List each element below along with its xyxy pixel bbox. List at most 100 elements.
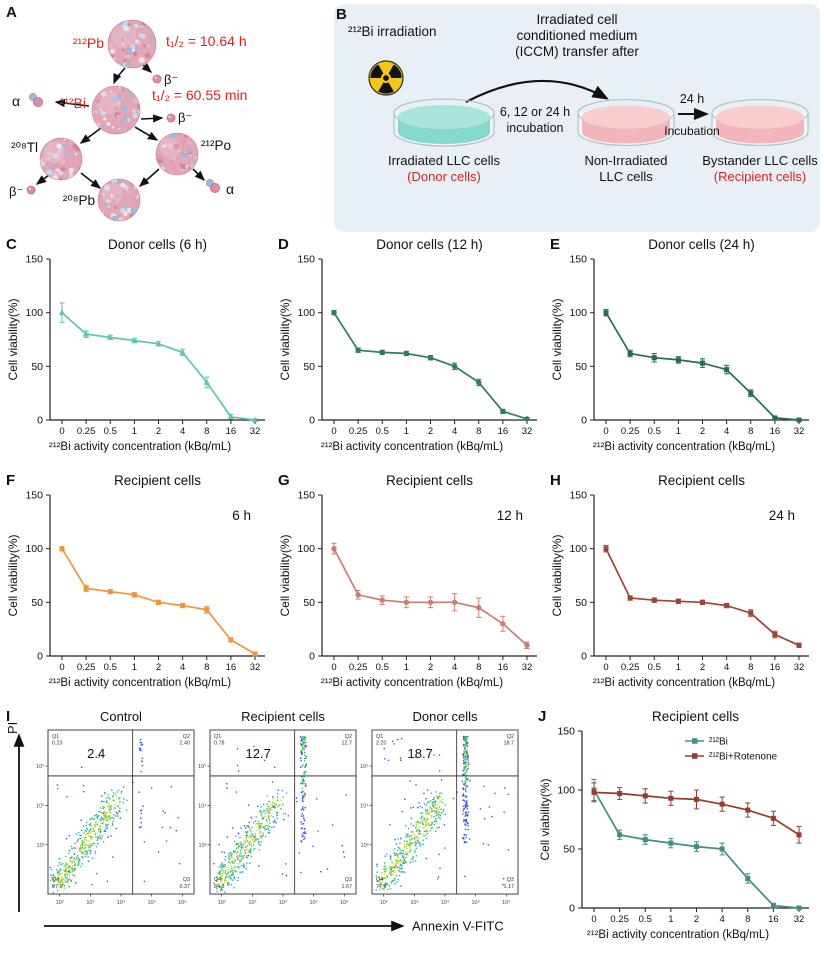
- q2-label: Q2: [183, 734, 190, 740]
- q1-value: 0.78: [214, 741, 225, 747]
- line-chart-E: Donor cells (24 h) 0 50 100 150 0 0.25 0.5 1 2 4 8 1…: [550, 237, 809, 453]
- flow-x-tick: 10²: [56, 900, 64, 906]
- y-tick: 50: [31, 597, 43, 609]
- line-chart-G: Recipient cells 0 50 100 150 0 0.25 0.5 1 2 4 8 16 32…: [278, 473, 537, 689]
- x-axis-label: ²¹²Bi activity concentration (kBq/mL): [49, 677, 231, 689]
- panel-h-label: H: [550, 472, 561, 489]
- x-tick: 4: [724, 662, 729, 673]
- y-tick: 100: [569, 543, 587, 555]
- flow-y-tick: 10⁴: [36, 802, 45, 809]
- y-tick: 50: [563, 844, 575, 856]
- dish3-subcaption: (Recipient cells): [714, 169, 806, 184]
- q2-label: Q2: [345, 734, 352, 740]
- q1-value: 2.20: [376, 741, 387, 747]
- q4-label: Q4: [52, 877, 59, 883]
- flow-y-tick: 10⁵: [36, 763, 44, 770]
- y-tick: 0: [309, 415, 315, 427]
- apoptosis-percent: 12.7: [246, 746, 271, 761]
- x-tick: 0: [59, 426, 64, 437]
- flow-x-tick: 10³: [410, 900, 418, 906]
- x-tick: 2: [428, 662, 433, 673]
- flow-y-tick: 10⁵: [198, 763, 206, 770]
- y-axis-label: Cell viability(%): [278, 534, 292, 616]
- alpha-label-1: α: [12, 93, 20, 109]
- panel-c-label: C: [6, 236, 17, 253]
- x-tick: 4: [180, 426, 185, 437]
- x-tick: 0.25: [349, 662, 368, 673]
- time-annotation: 12 h: [497, 508, 523, 523]
- x-tick: 32: [794, 662, 805, 673]
- flow-x-tick: 10⁶: [502, 899, 510, 906]
- x-tick: 0.5: [639, 914, 652, 925]
- line-chart-C: Donor cells (6 h) 0 50 100 150 0 0.25 0.5 1 2 4 8 16…: [6, 237, 265, 453]
- y-tick: 0: [37, 415, 43, 427]
- flow-y-tick: 10³: [37, 843, 45, 849]
- x-axis-label: ²¹²Bi activity concentration (kBq/mL): [49, 441, 231, 453]
- y-tick: 0: [37, 651, 43, 663]
- x-tick: 2: [700, 662, 705, 673]
- y-tick: 50: [575, 597, 587, 609]
- bi212-half-life: t₁/₂ = 60.55 min: [152, 87, 247, 103]
- panel-e-chart: E Donor cells (24 h) 0 50 100 150 0 0.25 0.5 1 2 4…: [548, 234, 820, 470]
- x-tick: 16: [226, 662, 237, 673]
- chart-title: Donor cells (6 h): [108, 237, 207, 252]
- q1-value: 0.23: [52, 741, 63, 747]
- flow-x-tick: 10⁵: [147, 899, 155, 906]
- flow-y-tick: 10⁴: [360, 802, 369, 809]
- x-axis-label: ²¹²Bi activity concentration (kBq/mL): [321, 677, 503, 689]
- x-tick: 8: [476, 662, 481, 673]
- y-tick: 150: [297, 490, 315, 502]
- y-tick: 0: [569, 903, 575, 915]
- flow-x-tick: 10²: [380, 900, 388, 906]
- dish1-subcaption: (Donor cells): [407, 169, 481, 184]
- y-axis-label: Cell viability(%): [550, 534, 564, 616]
- chart-title: Donor cells (24 h): [648, 237, 755, 252]
- y-tick: 50: [575, 361, 587, 373]
- x-tick: 0.5: [648, 426, 661, 437]
- x-tick: 16: [770, 426, 781, 437]
- y-tick: 100: [557, 785, 575, 797]
- x-tick: 0.5: [376, 662, 389, 673]
- scatter-points: [49, 738, 181, 894]
- x-tick: 16: [768, 914, 779, 925]
- flow-plot-title: Recipient cells: [241, 709, 325, 724]
- x-tick: 32: [522, 426, 533, 437]
- q4-value: 84.8: [214, 884, 225, 890]
- dish1-caption: Irradiated LLC cells: [388, 153, 500, 168]
- flow-x-tick: 10³: [86, 900, 94, 906]
- chart-recipient-12h: Recipient cells 0 50 100 150 0 0.25 0.5 1 2 4 8 16 32…: [276, 470, 548, 704]
- x-tick: 8: [745, 914, 750, 925]
- line-chart-F: Recipient cells 0 50 100 150 0 0.25 0.5 1 2 4 8 16 32…: [6, 473, 265, 689]
- x-tick: 0.5: [104, 426, 117, 437]
- q2-label: Q2: [507, 734, 514, 740]
- pi-axis-label: PI: [5, 722, 20, 734]
- x-axis-label: ²¹²Bi activity concentration (kBq/mL): [593, 677, 775, 689]
- legend-entry: ²¹²Bi+Rotenone: [709, 752, 778, 763]
- x-tick: 0: [331, 662, 336, 673]
- scatter-points: [213, 735, 348, 894]
- y-tick: 100: [25, 307, 43, 319]
- arrow2-bottom-label: Incubation: [664, 124, 719, 138]
- incubation-text-1: 6, 12 or 24 h: [500, 105, 570, 119]
- panel-b-experiment-schematic: B ²¹²Bi irradiation Irradiated cell condit…: [334, 4, 820, 232]
- pb212-half-life: t₁/₂ = 10.64 h: [166, 33, 247, 49]
- x-tick: 1: [404, 662, 409, 673]
- flow-plot-title: Donor cells: [412, 709, 478, 724]
- q1-label: Q1: [52, 734, 59, 740]
- q2-value: 12.7: [342, 741, 353, 747]
- flow-x-tick: 10³: [248, 900, 256, 906]
- flow-cytometry-drawing: PI Control 2.4 Q1 0.23 Q2 2.40 Q3 0.37 Q4 97.0 10² 1…: [4, 706, 536, 958]
- panel-d-chart: D Donor cells (12 h) 0 50 100 150 0 0.25 0.5 1 2 4…: [276, 234, 548, 470]
- y-tick: 50: [303, 361, 315, 373]
- y-axis-label: Cell viability(%): [6, 298, 20, 380]
- flow-x-tick: 10⁴: [117, 899, 126, 906]
- panel-e-label: E: [550, 236, 561, 253]
- y-tick: 0: [581, 415, 587, 427]
- row-donor-charts: C Donor cells (6 h) 0 50 100 150 0 0.25 0.5 1 2 4 8…: [4, 234, 820, 470]
- panel-g-chart: G Recipient cells 0 50 100 150 0 0.25 0.5 1 2 4 8 16…: [276, 470, 548, 706]
- x-tick: 0.25: [349, 426, 368, 437]
- x-tick: 8: [204, 426, 209, 437]
- q3-label: Q3: [183, 877, 190, 883]
- flow-x-tick: 10⁶: [340, 899, 348, 906]
- panel-a-decay-scheme: A ²¹²Pb t₁/₂ = 10.64 h ²¹²Bi t₁/₂ = 60.55 m…: [4, 2, 328, 234]
